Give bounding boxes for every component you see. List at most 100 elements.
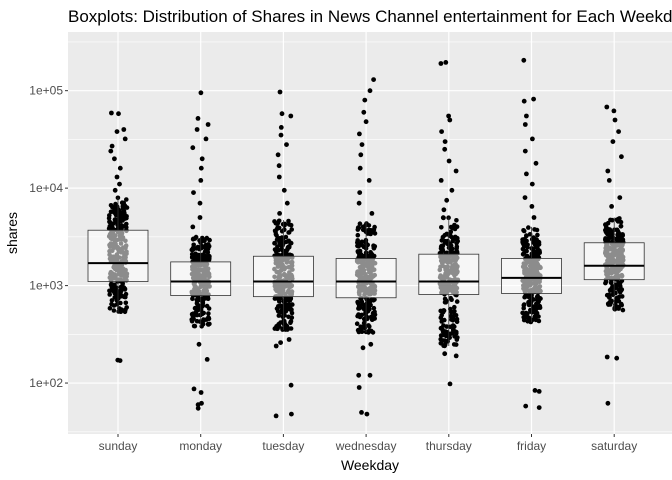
box bbox=[583, 242, 645, 281]
jitter-point bbox=[193, 234, 199, 240]
jitter-point bbox=[605, 231, 610, 237]
outlier-point bbox=[524, 171, 529, 177]
jitter-point bbox=[454, 299, 460, 304]
outlier-point bbox=[198, 165, 204, 171]
jitter-point bbox=[619, 302, 624, 308]
jitter-point bbox=[453, 313, 459, 318]
outlier-point bbox=[605, 400, 611, 406]
jitter-point bbox=[195, 244, 201, 250]
jitter-point bbox=[359, 253, 364, 258]
outlier-point bbox=[190, 224, 196, 230]
outlier-point bbox=[605, 168, 611, 174]
outlier-point bbox=[521, 57, 527, 63]
jitter-point bbox=[272, 219, 277, 224]
outlier-point bbox=[205, 122, 211, 127]
jitter-point bbox=[535, 241, 541, 247]
jitter-point bbox=[441, 338, 447, 343]
jitter-point bbox=[109, 298, 115, 303]
jitter-point bbox=[535, 232, 540, 238]
jitter-point bbox=[372, 224, 377, 230]
minor-gridlines bbox=[68, 41, 672, 433]
jitter-point bbox=[206, 311, 211, 316]
jitter-point bbox=[448, 295, 454, 301]
x-tick-label: thursday bbox=[426, 439, 472, 453]
outlier-point bbox=[529, 204, 535, 209]
jitter-point bbox=[288, 320, 293, 326]
jitter-point bbox=[107, 306, 113, 311]
jitter-point bbox=[286, 244, 292, 250]
chart-title: Boxplots: Distribution of Shares in News… bbox=[68, 7, 672, 26]
jitter-point bbox=[531, 307, 537, 313]
outlier-point bbox=[112, 187, 118, 193]
jitter-point bbox=[442, 317, 447, 323]
jitter-point bbox=[114, 285, 119, 291]
outlier-point bbox=[194, 127, 200, 132]
outlier-point bbox=[529, 181, 535, 187]
y-tick-label: 1e+04 bbox=[29, 181, 63, 195]
jitter-point bbox=[525, 319, 530, 324]
jitter-point bbox=[124, 305, 129, 310]
jitter-point bbox=[454, 316, 460, 322]
outlier-point bbox=[522, 148, 528, 154]
jitter-point bbox=[617, 280, 623, 286]
outlier-point bbox=[195, 405, 201, 411]
jitter-point bbox=[108, 282, 114, 288]
jitter-point bbox=[520, 246, 526, 252]
jitter-point bbox=[441, 308, 447, 313]
jitter-point bbox=[525, 244, 530, 250]
outlier-point bbox=[116, 111, 121, 117]
jitter-point bbox=[359, 239, 365, 245]
jitter-point bbox=[206, 244, 212, 249]
outlier-point bbox=[108, 148, 114, 154]
box bbox=[252, 255, 314, 298]
jitter-point bbox=[613, 285, 618, 291]
jitter-point bbox=[274, 233, 279, 238]
x-tick-label: monday bbox=[179, 439, 222, 453]
outlier-point bbox=[614, 355, 620, 361]
jitter-point bbox=[526, 225, 531, 230]
outlier-point bbox=[524, 113, 529, 119]
jitter-point bbox=[521, 305, 526, 311]
outlier-point bbox=[275, 152, 281, 158]
jitter-point bbox=[272, 240, 278, 246]
jitter-point bbox=[109, 286, 115, 291]
outlier-point bbox=[359, 142, 365, 148]
outlier-point bbox=[360, 345, 366, 351]
jitter-point bbox=[286, 298, 292, 304]
outlier-point bbox=[367, 372, 373, 378]
jitter-point bbox=[112, 295, 117, 300]
jitter-point bbox=[610, 235, 615, 241]
y-tick-label: 1e+03 bbox=[29, 279, 63, 293]
outlier-point bbox=[117, 165, 123, 171]
outlier-point bbox=[278, 340, 283, 345]
jitter-point bbox=[207, 237, 212, 243]
x-axis: sunday monday tuesday wednesday thursday frid… bbox=[99, 434, 637, 453]
jitter-point bbox=[116, 215, 122, 221]
jitter-point bbox=[615, 232, 620, 237]
outlier-point bbox=[371, 77, 376, 82]
boxes bbox=[87, 197, 645, 346]
outlier-point bbox=[199, 156, 205, 162]
x-tick-label: wednesday bbox=[335, 439, 397, 453]
jitter-point bbox=[618, 288, 624, 293]
outlier-point bbox=[204, 357, 210, 362]
jitter-point bbox=[120, 281, 125, 287]
outlier-point bbox=[276, 174, 282, 180]
jitter-point bbox=[278, 238, 284, 244]
jitter-point bbox=[439, 225, 444, 230]
jitter-point bbox=[616, 236, 622, 242]
outlier-point bbox=[359, 410, 364, 415]
jitter-point bbox=[453, 234, 458, 240]
jitter-point bbox=[191, 323, 197, 329]
jitter-point bbox=[283, 248, 288, 254]
y-tick-label: 1e+02 bbox=[29, 376, 63, 390]
jitter-point bbox=[282, 222, 287, 228]
jitter-point bbox=[455, 335, 460, 340]
jitter-point bbox=[355, 232, 361, 238]
jitter-point bbox=[537, 249, 542, 255]
y-axis: 1e+02 1e+03 1e+04 1e+05 bbox=[29, 84, 68, 390]
jitter-point bbox=[372, 309, 377, 315]
outlier-point bbox=[273, 343, 279, 349]
jitter-point bbox=[524, 314, 530, 320]
box bbox=[170, 261, 232, 296]
